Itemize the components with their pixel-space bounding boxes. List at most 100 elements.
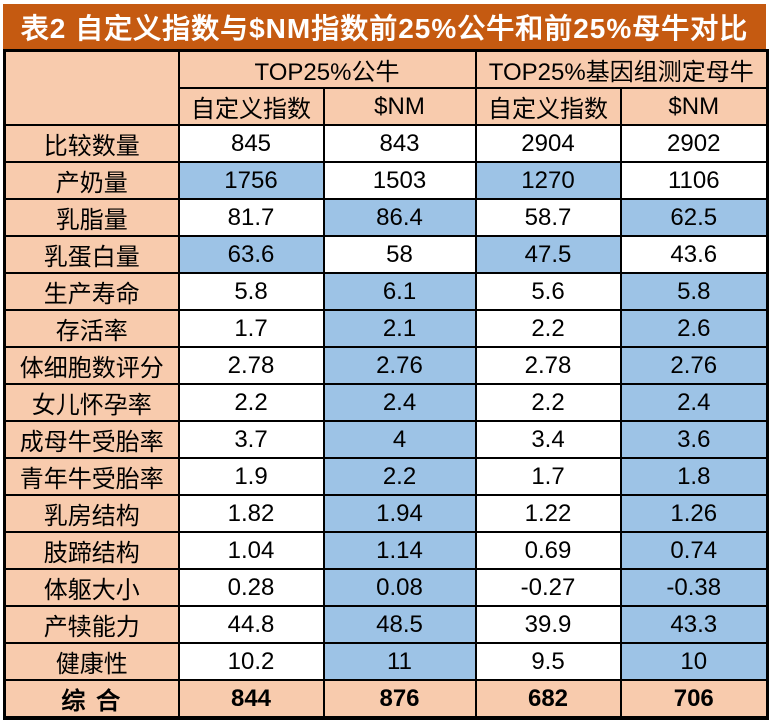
row-label: 女儿怀孕率 bbox=[3, 383, 180, 422]
value-cell: 3.6 bbox=[619, 420, 769, 459]
value-cell: 11 bbox=[322, 642, 477, 681]
value-cell: 10 bbox=[619, 642, 769, 681]
value-cell: 2.6 bbox=[619, 309, 769, 348]
row-label: 健康性 bbox=[3, 642, 180, 681]
value-cell: 0.74 bbox=[619, 531, 769, 570]
table-row: 乳房结构 1.82 1.94 1.22 1.26 bbox=[3, 494, 769, 533]
value-cell: 2.78 bbox=[177, 346, 325, 385]
sub-header-custom-index-bulls: 自定义指数 bbox=[177, 87, 325, 126]
value-cell: 5.6 bbox=[474, 272, 622, 311]
sub-header-row: 自定义指数 $NM 自定义指数 $NM bbox=[5, 87, 769, 126]
table-row: 青年牛受胎率 1.9 2.2 1.7 1.8 bbox=[3, 457, 769, 496]
footer-row: 综 合 844 876 682 706 bbox=[3, 679, 769, 719]
value-cell: 1.04 bbox=[177, 531, 325, 570]
group-header-top25-genomic-cows: TOP25%基因组测定母牛 bbox=[474, 49, 769, 89]
comparison-table: TOP25%公牛 TOP25%基因组测定母牛 自定义指数 $NM 自定义指数 $… bbox=[3, 49, 769, 720]
value-cell: 2904 bbox=[474, 124, 622, 163]
value-cell: 2.76 bbox=[322, 346, 477, 385]
value-cell: 1.14 bbox=[322, 531, 477, 570]
table-header: TOP25%公牛 TOP25%基因组测定母牛 自定义指数 $NM 自定义指数 $… bbox=[3, 49, 769, 126]
value-cell: 682 bbox=[474, 679, 622, 719]
table-row: 比较数量 845 843 2904 2902 bbox=[3, 124, 769, 163]
value-cell: 706 bbox=[619, 679, 769, 719]
value-cell: 39.9 bbox=[474, 605, 622, 644]
value-cell: 6.1 bbox=[322, 272, 477, 311]
value-cell: 1.7 bbox=[177, 309, 325, 348]
row-label: 青年牛受胎率 bbox=[3, 457, 180, 496]
sub-header-nm-bulls: $NM bbox=[322, 87, 477, 126]
value-cell: 4 bbox=[322, 420, 477, 459]
value-cell: 9.5 bbox=[474, 642, 622, 681]
value-cell: 1.94 bbox=[322, 494, 477, 533]
table-body: 比较数量 845 843 2904 2902 产奶量 1756 1503 1270 1106 乳脂量… bbox=[3, 124, 769, 719]
row-label: 综 合 bbox=[3, 679, 180, 719]
table-row: 体躯大小 0.28 0.08 -0.27 -0.38 bbox=[3, 568, 769, 607]
value-cell: 845 bbox=[177, 124, 325, 163]
value-cell: 2.2 bbox=[177, 383, 325, 422]
table-row: 体细胞数评分 2.78 2.76 2.78 2.76 bbox=[3, 346, 769, 385]
value-cell: 1.8 bbox=[619, 457, 769, 496]
value-cell: 1503 bbox=[322, 161, 477, 200]
value-cell: 86.4 bbox=[322, 198, 477, 237]
value-cell: 3.7 bbox=[177, 420, 325, 459]
row-label: 成母牛受胎率 bbox=[3, 420, 180, 459]
value-cell: 47.5 bbox=[474, 235, 622, 274]
value-cell: 5.8 bbox=[177, 272, 325, 311]
row-label: 产犊能力 bbox=[3, 605, 180, 644]
value-cell: 1.22 bbox=[474, 494, 622, 533]
value-cell: 2902 bbox=[619, 124, 769, 163]
row-label: 乳房结构 bbox=[3, 494, 180, 533]
table-row: 肢蹄结构 1.04 1.14 0.69 0.74 bbox=[3, 531, 769, 570]
value-cell: 62.5 bbox=[619, 198, 769, 237]
value-cell: 2.2 bbox=[474, 309, 622, 348]
value-cell: 44.8 bbox=[177, 605, 325, 644]
value-cell: -0.38 bbox=[619, 568, 769, 607]
value-cell: 81.7 bbox=[177, 198, 325, 237]
value-cell: 1.82 bbox=[177, 494, 325, 533]
value-cell: 43.6 bbox=[619, 235, 769, 274]
sub-header-nm-cows: $NM bbox=[619, 87, 769, 126]
value-cell: 63.6 bbox=[177, 235, 325, 274]
value-cell: 10.2 bbox=[177, 642, 325, 681]
value-cell: 1756 bbox=[177, 161, 325, 200]
value-cell: 1.7 bbox=[474, 457, 622, 496]
table-row: 生产寿命 5.8 6.1 5.6 5.8 bbox=[3, 272, 769, 311]
value-cell: 43.3 bbox=[619, 605, 769, 644]
value-cell: 0.69 bbox=[474, 531, 622, 570]
value-cell: 48.5 bbox=[322, 605, 477, 644]
row-label: 肢蹄结构 bbox=[3, 531, 180, 570]
value-cell: 2.4 bbox=[322, 383, 477, 422]
value-cell: 3.4 bbox=[474, 420, 622, 459]
value-cell: 0.28 bbox=[177, 568, 325, 607]
corner-cell bbox=[3, 49, 180, 126]
table-row: 产奶量 1756 1503 1270 1106 bbox=[3, 161, 769, 200]
value-cell: 844 bbox=[177, 679, 325, 719]
value-cell: 0.08 bbox=[322, 568, 477, 607]
group-header-row: TOP25%公牛 TOP25%基因组测定母牛 bbox=[3, 49, 769, 126]
value-cell: 2.1 bbox=[322, 309, 477, 348]
table-row: 女儿怀孕率 2.2 2.4 2.2 2.4 bbox=[3, 383, 769, 422]
table-row: 产犊能力 44.8 48.5 39.9 43.3 bbox=[3, 605, 769, 644]
value-cell: 2.2 bbox=[322, 457, 477, 496]
value-cell: 2.2 bbox=[474, 383, 622, 422]
value-cell: 1.26 bbox=[619, 494, 769, 533]
value-cell: 2.4 bbox=[619, 383, 769, 422]
value-cell: 58 bbox=[322, 235, 477, 274]
value-cell: 2.78 bbox=[474, 346, 622, 385]
row-label: 生产寿命 bbox=[3, 272, 180, 311]
table-row: 乳脂量 81.7 86.4 58.7 62.5 bbox=[3, 198, 769, 237]
value-cell: 2.76 bbox=[619, 346, 769, 385]
value-cell: 843 bbox=[322, 124, 477, 163]
value-cell: 876 bbox=[322, 679, 477, 719]
table-row: 健康性 10.2 11 9.5 10 bbox=[3, 642, 769, 681]
table-row: 乳蛋白量 63.6 58 47.5 43.6 bbox=[3, 235, 769, 274]
value-cell: 1.9 bbox=[177, 457, 325, 496]
row-label: 乳脂量 bbox=[3, 198, 180, 237]
table-row: 存活率 1.7 2.1 2.2 2.6 bbox=[3, 309, 769, 348]
value-cell: 58.7 bbox=[474, 198, 622, 237]
value-cell: 1270 bbox=[474, 161, 622, 200]
row-label: 体细胞数评分 bbox=[3, 346, 180, 385]
row-label: 存活率 bbox=[3, 309, 180, 348]
row-label: 比较数量 bbox=[3, 124, 180, 163]
